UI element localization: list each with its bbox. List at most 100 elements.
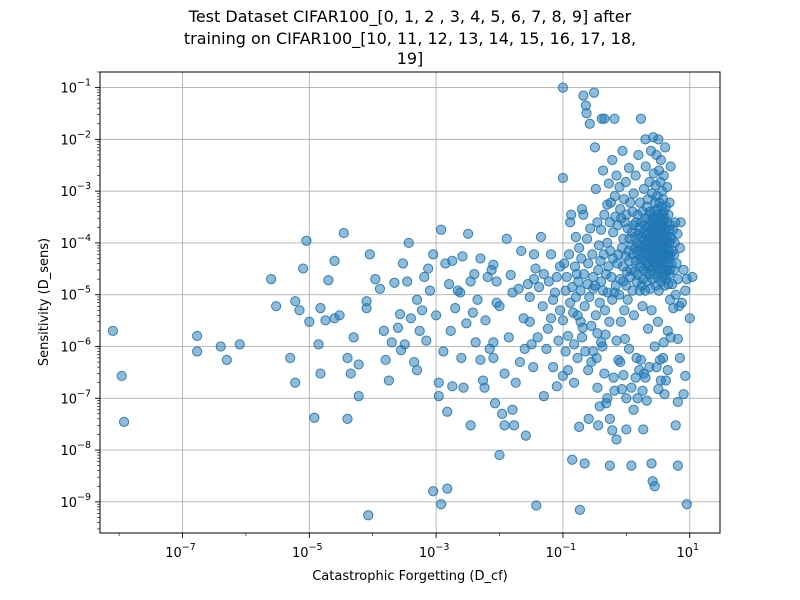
scatter-point xyxy=(447,255,458,266)
scatter-point xyxy=(609,113,620,124)
scatter-point xyxy=(611,434,622,445)
y-tick-label: 10−4 xyxy=(60,233,91,252)
scatter-point xyxy=(614,289,625,300)
scatter-point xyxy=(598,165,609,176)
scatter-point xyxy=(411,294,423,305)
scatter-point xyxy=(599,113,610,124)
scatter-point xyxy=(681,499,692,510)
scatter-point xyxy=(334,310,345,321)
scatter-point xyxy=(472,294,483,305)
scatter-point xyxy=(392,322,404,333)
scatter-point xyxy=(394,309,406,320)
scatter-point xyxy=(494,301,505,312)
scatter-point xyxy=(497,408,508,419)
scatter-point xyxy=(107,325,119,336)
scatter-point xyxy=(596,224,607,235)
scatter-point xyxy=(361,296,372,307)
scatter-point xyxy=(632,393,643,404)
scatter-point xyxy=(378,325,389,336)
scatter-point xyxy=(461,318,472,329)
scatter-point xyxy=(619,333,631,345)
scatter-point xyxy=(617,145,628,156)
scatter-point xyxy=(575,285,586,296)
scatter-point xyxy=(436,499,447,510)
scatter-point xyxy=(652,316,664,327)
scatter-point xyxy=(561,271,572,283)
scatter-point xyxy=(672,228,683,239)
scatter-point xyxy=(671,258,682,269)
scatter-point xyxy=(593,240,605,251)
x-axis-label: Catastrophic Forgetting (D_cf) xyxy=(312,569,508,584)
scatter-point xyxy=(649,341,660,352)
scatter-point xyxy=(309,412,320,423)
x-tick-label: 10−3 xyxy=(419,542,450,561)
scatter-point xyxy=(442,406,453,417)
scatter-point xyxy=(323,275,334,286)
scatter-point xyxy=(574,504,585,515)
scatter-point xyxy=(678,389,689,400)
scatter-point xyxy=(660,142,671,153)
scatter-point xyxy=(192,330,203,342)
scatter-point xyxy=(665,161,676,172)
scatter-point xyxy=(215,341,226,352)
scatter-point xyxy=(662,181,673,193)
scatter-point xyxy=(505,269,516,281)
scatter-point xyxy=(572,352,583,364)
scatter-point xyxy=(524,316,535,327)
scatter-point xyxy=(338,227,349,239)
scatter-point xyxy=(574,421,585,432)
scatter-point xyxy=(397,258,409,269)
scatter-point xyxy=(599,209,610,220)
scatter-point xyxy=(638,183,650,195)
scatter-point xyxy=(602,393,613,404)
scatter-point xyxy=(592,328,603,339)
scatter-point xyxy=(507,404,518,415)
scatter-point xyxy=(557,172,569,184)
chart-title-line-1: Test Dataset CIFAR100_[0, 1, 2 , 3, 4, 5… xyxy=(188,7,632,27)
scatter-point xyxy=(364,249,375,260)
scatter-point xyxy=(559,258,570,269)
scatter-point xyxy=(399,339,410,350)
scatter-point xyxy=(463,228,474,239)
scatter-point xyxy=(455,287,466,298)
scatter-point xyxy=(456,352,467,364)
scatter-point xyxy=(424,285,436,296)
scatter-point xyxy=(630,170,641,181)
data-points xyxy=(107,82,698,521)
scatter-point xyxy=(633,149,644,161)
scatter-point xyxy=(380,354,391,366)
scatter-point xyxy=(687,271,698,283)
scatter-point xyxy=(526,339,537,350)
scatter-point xyxy=(370,274,381,285)
scatter-point xyxy=(672,396,683,408)
scatter-point xyxy=(363,510,374,521)
scatter-point xyxy=(599,368,610,379)
y-tick-label: 10−9 xyxy=(60,492,91,511)
scatter-point xyxy=(416,305,428,316)
scatter-point xyxy=(593,420,604,431)
scatter-point xyxy=(641,395,652,406)
scatter-point xyxy=(607,154,618,166)
scatter-point xyxy=(450,303,461,314)
scatter-point xyxy=(447,381,458,392)
grid-lines xyxy=(100,72,720,533)
scatter-point xyxy=(271,301,282,312)
scatter-point xyxy=(640,161,651,172)
scatter-point xyxy=(674,352,686,364)
scatter-point xyxy=(676,297,687,308)
scatter-point xyxy=(494,449,505,461)
scatter-point xyxy=(658,352,669,364)
scatter-point xyxy=(570,231,581,243)
scatter-point xyxy=(628,310,640,321)
scatter-point xyxy=(538,269,549,280)
scatter-point xyxy=(489,398,501,409)
scatter-point xyxy=(577,322,588,333)
scatter-point xyxy=(590,183,601,195)
scatter-point xyxy=(389,277,400,288)
scatter-point xyxy=(569,377,580,388)
y-tick-label: 10−8 xyxy=(60,440,91,459)
scatter-point xyxy=(579,301,590,312)
scatter-point xyxy=(442,483,453,494)
scatter-point xyxy=(221,354,232,366)
scatter-point xyxy=(345,368,356,379)
